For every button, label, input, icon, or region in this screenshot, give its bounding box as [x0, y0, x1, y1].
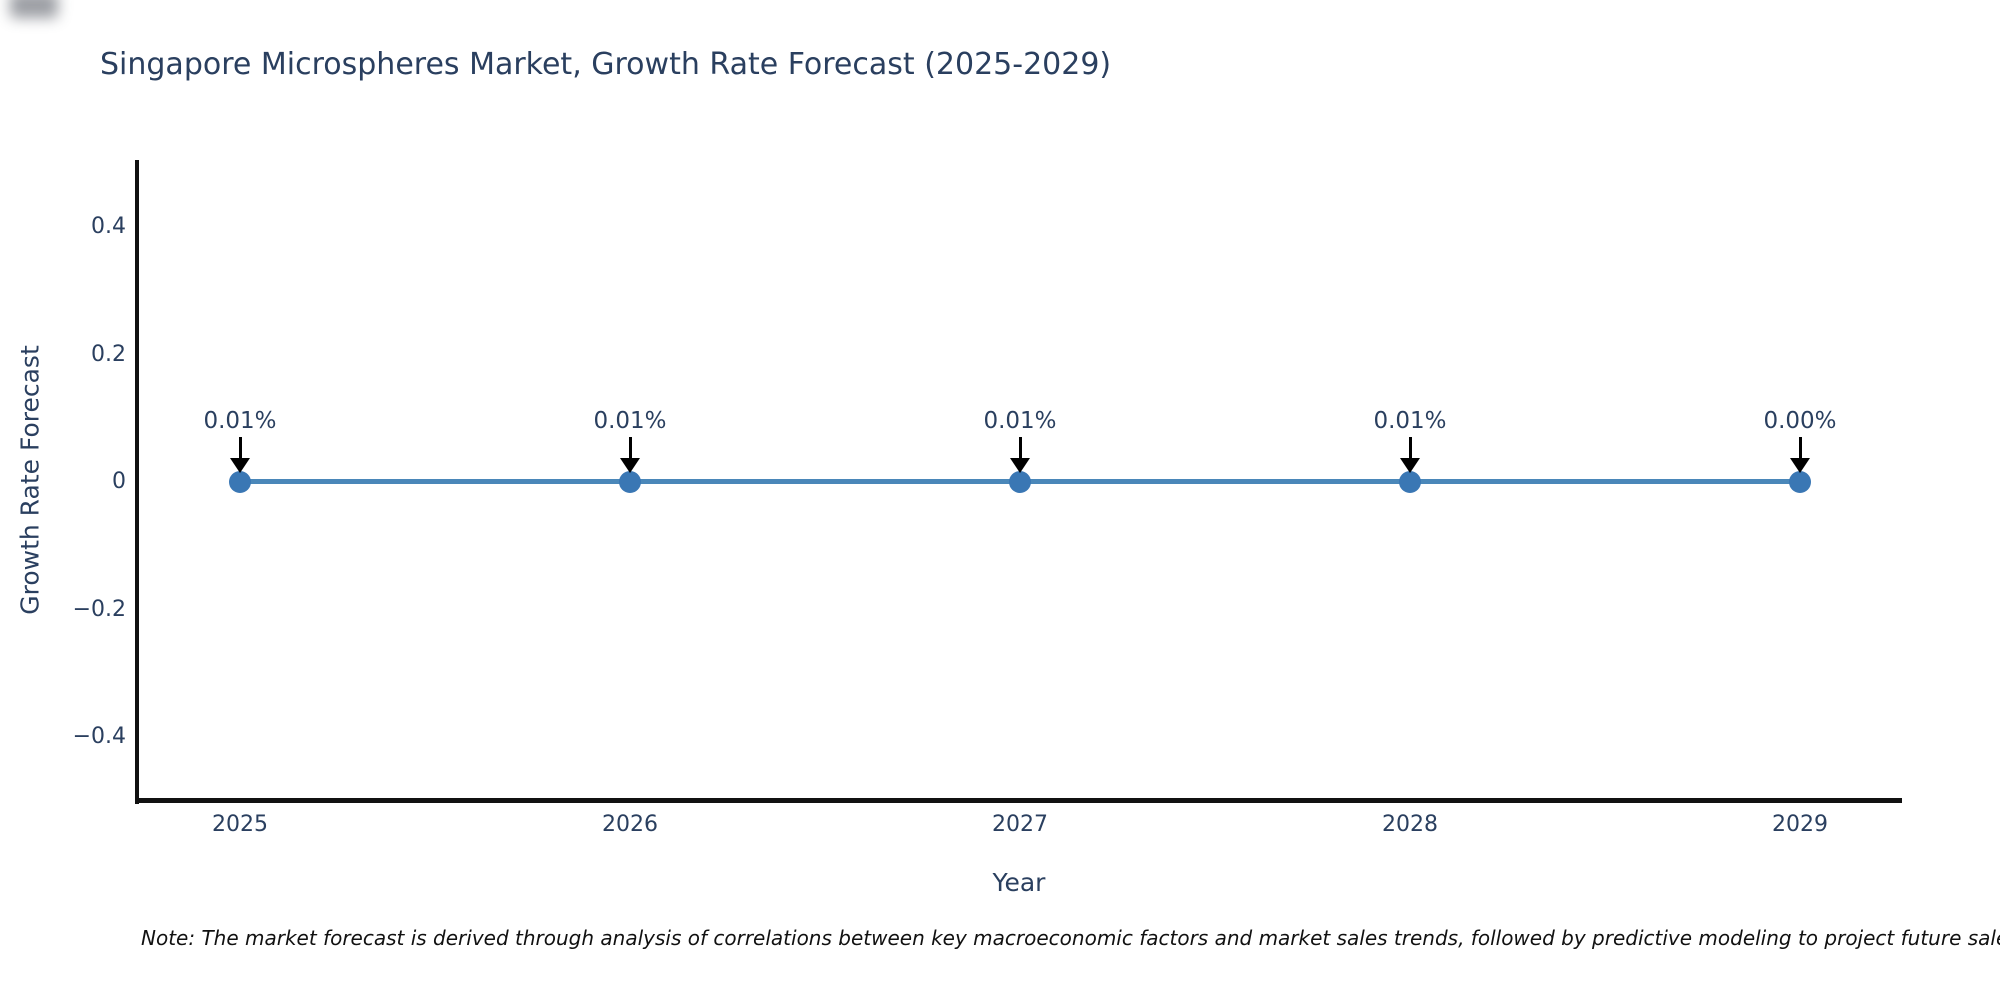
screen-edge-artifact [10, 0, 58, 18]
y-tick-label: 0 [112, 469, 126, 494]
annotation-arrow-shaft [1798, 437, 1802, 461]
point-value-label: 0.01% [593, 407, 667, 434]
y-tick-label: −0.2 [72, 596, 126, 622]
annotation-arrowhead-icon [1790, 458, 1810, 473]
y-tick-label: 0.2 [91, 341, 126, 367]
point-value-label: 0.01% [1373, 407, 1447, 434]
data-point-marker[interactable] [1789, 471, 1811, 493]
x-axis-title: Year [992, 868, 1046, 897]
x-tick-label: 2025 [212, 812, 268, 837]
x-tick-label: 2026 [602, 812, 658, 837]
data-point-marker[interactable] [619, 470, 641, 493]
x-axis-line [135, 798, 1902, 803]
annotation-arrow-shaft [1018, 436, 1022, 461]
chart-title: Singapore Microspheres Market, Growth Ra… [100, 47, 1112, 82]
data-point-marker[interactable] [1009, 470, 1031, 493]
y-tick-label: −0.4 [72, 724, 126, 749]
point-value-label: 0.01% [983, 407, 1057, 434]
point-value-label: 0.01% [203, 407, 277, 434]
annotation-arrowhead-icon [1400, 457, 1420, 473]
footnote: Note: The market forecast is derived thr… [141, 926, 2000, 950]
annotation-arrow-shaft [238, 436, 242, 461]
x-tick-label: 2029 [1772, 812, 1828, 837]
y-tick-label: 0.4 [91, 214, 126, 239]
x-tick-label: 2027 [992, 812, 1048, 837]
data-point-marker[interactable] [229, 470, 251, 493]
annotation-arrowhead-icon [620, 457, 640, 473]
annotation-arrowhead-icon [1010, 457, 1030, 473]
point-value-label: 0.00% [1763, 408, 1837, 434]
annotation-arrow-shaft [628, 436, 632, 461]
data-point-marker[interactable] [1399, 470, 1421, 493]
annotation-arrow-shaft [1408, 436, 1412, 461]
x-tick-label: 2028 [1382, 812, 1438, 837]
y-axis-line [135, 160, 139, 804]
annotation-arrowhead-icon [230, 457, 250, 473]
